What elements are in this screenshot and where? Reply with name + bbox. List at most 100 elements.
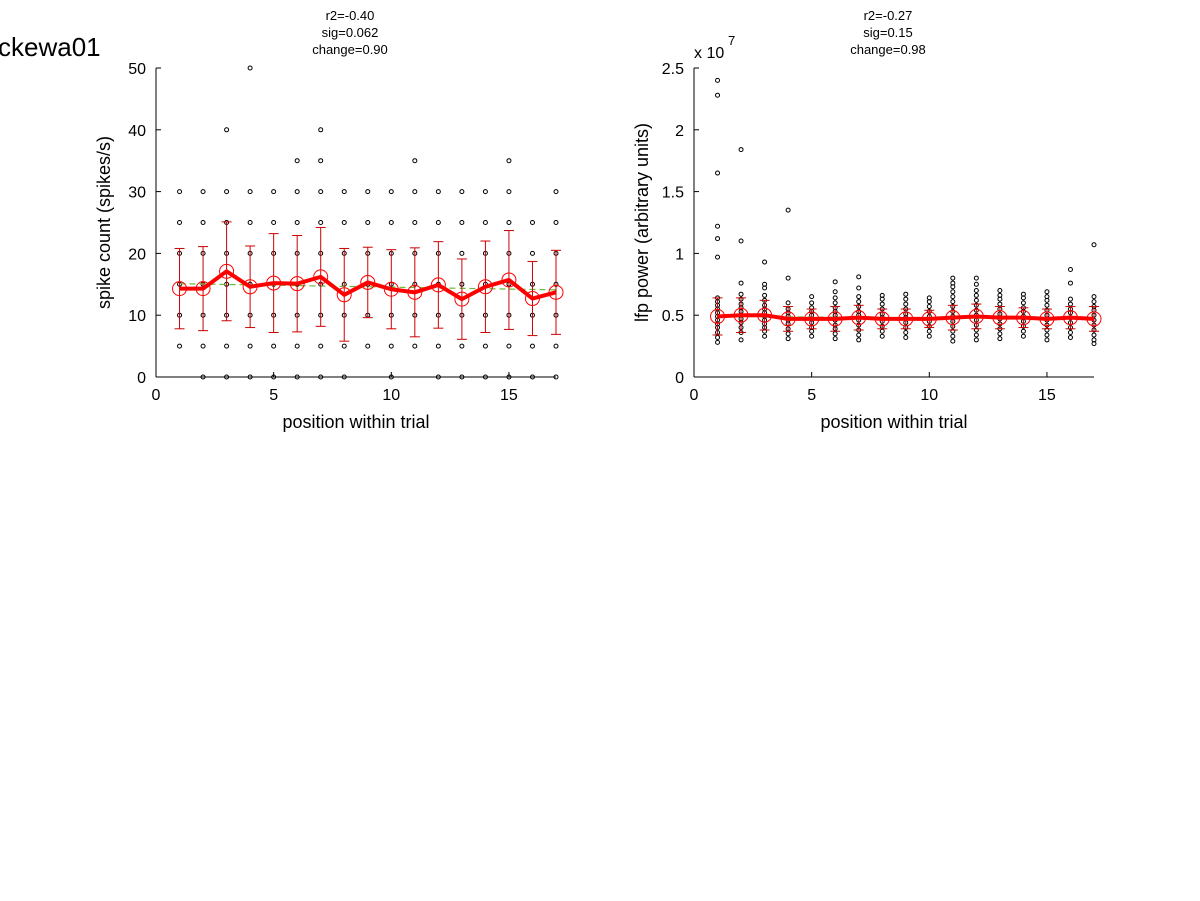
data-point bbox=[856, 299, 862, 305]
data-point bbox=[832, 300, 838, 306]
data-point bbox=[832, 289, 838, 295]
y-tick-label: 1.5 bbox=[662, 185, 684, 202]
data-point bbox=[247, 65, 253, 71]
data-point bbox=[341, 220, 347, 225]
mean-line bbox=[179, 269, 557, 302]
data-point bbox=[926, 328, 932, 334]
data-point bbox=[1020, 291, 1026, 297]
data-point bbox=[715, 92, 721, 98]
data-point bbox=[247, 374, 253, 380]
data-point bbox=[1044, 289, 1050, 295]
mean-marker bbox=[992, 310, 1008, 326]
data-point bbox=[997, 336, 1003, 342]
data-point bbox=[529, 220, 535, 225]
mean-marker bbox=[1039, 311, 1055, 327]
data-point bbox=[365, 343, 371, 349]
data-point bbox=[879, 292, 885, 298]
y-tick-label: 2 bbox=[675, 123, 684, 140]
data-point bbox=[529, 343, 535, 349]
fit-line bbox=[179, 283, 557, 291]
data-point bbox=[950, 294, 956, 300]
x-tick-label: 15 bbox=[500, 387, 518, 404]
mean-marker bbox=[219, 263, 235, 279]
data-point bbox=[412, 158, 418, 164]
data-point bbox=[224, 127, 230, 133]
mean-marker bbox=[921, 311, 937, 327]
data-point bbox=[247, 343, 253, 349]
mean-marker bbox=[266, 275, 282, 291]
data-point bbox=[950, 289, 956, 295]
mean-marker bbox=[501, 272, 517, 288]
data-point bbox=[506, 189, 512, 195]
y-tick-label: 2.5 bbox=[662, 61, 684, 78]
mean-marker bbox=[360, 274, 376, 290]
data-point bbox=[950, 338, 956, 344]
data-point bbox=[809, 300, 815, 306]
mean-marker bbox=[804, 311, 820, 327]
y-axis-label: lfp power (arbitrary units) bbox=[632, 123, 652, 322]
data-point bbox=[1091, 337, 1097, 343]
mean-marker bbox=[313, 269, 329, 285]
y-tick-label: 1 bbox=[675, 246, 684, 263]
mean-marker bbox=[1062, 310, 1078, 326]
data-point bbox=[950, 280, 956, 286]
mean-marker bbox=[945, 310, 961, 326]
data-point bbox=[832, 279, 838, 285]
data-point bbox=[388, 343, 394, 349]
data-point bbox=[388, 374, 394, 380]
data-point bbox=[529, 374, 535, 380]
data-point bbox=[506, 220, 512, 225]
y-tick-label: 0.5 bbox=[662, 308, 684, 325]
data-point bbox=[973, 332, 979, 338]
data-point bbox=[903, 301, 909, 307]
data-point bbox=[1067, 330, 1073, 336]
mean-marker bbox=[242, 279, 258, 295]
data-point bbox=[318, 189, 324, 195]
data-point bbox=[388, 189, 394, 195]
data-point bbox=[1091, 332, 1097, 338]
data-point bbox=[200, 343, 206, 349]
data-point bbox=[177, 189, 183, 195]
data-point bbox=[341, 189, 347, 195]
data-point bbox=[341, 343, 347, 349]
mean-marker bbox=[1086, 311, 1102, 327]
data-point bbox=[856, 332, 862, 338]
data-point bbox=[482, 189, 488, 195]
data-point bbox=[762, 292, 768, 298]
data-point bbox=[1091, 294, 1097, 300]
data-point bbox=[1020, 328, 1026, 334]
data-point bbox=[318, 127, 324, 133]
data-point bbox=[785, 275, 791, 281]
data-point bbox=[879, 328, 885, 334]
data-point bbox=[224, 374, 230, 380]
data-point bbox=[809, 333, 815, 339]
data-point bbox=[1091, 242, 1097, 248]
data-point bbox=[553, 189, 559, 195]
data-point bbox=[482, 220, 488, 225]
data-point bbox=[973, 275, 979, 281]
mean-marker bbox=[454, 291, 470, 307]
data-point bbox=[435, 374, 441, 380]
data-point bbox=[1044, 294, 1050, 300]
data-point bbox=[926, 333, 932, 339]
data-point bbox=[459, 220, 465, 225]
data-point bbox=[950, 299, 956, 305]
data-point bbox=[1020, 300, 1026, 306]
mean-marker bbox=[548, 284, 564, 300]
data-point bbox=[973, 287, 979, 293]
data-point bbox=[715, 77, 721, 83]
data-point bbox=[365, 189, 371, 195]
data-point bbox=[1044, 302, 1050, 308]
x-axis-label: position within trial bbox=[282, 412, 429, 432]
data-point bbox=[738, 337, 744, 343]
stat-line: r2=-0.27 bbox=[864, 8, 913, 23]
x-tick-label: 5 bbox=[269, 387, 278, 404]
spike-count-chart: 0 10 20 30 40 50 0 5 10 15 position within trial sp… bbox=[94, 8, 564, 432]
data-point bbox=[903, 296, 909, 302]
data-point bbox=[832, 336, 838, 342]
mean-marker bbox=[780, 311, 796, 327]
data-point bbox=[459, 343, 465, 349]
data-point bbox=[738, 280, 744, 286]
data-point bbox=[459, 189, 465, 195]
mean-marker bbox=[851, 310, 867, 326]
